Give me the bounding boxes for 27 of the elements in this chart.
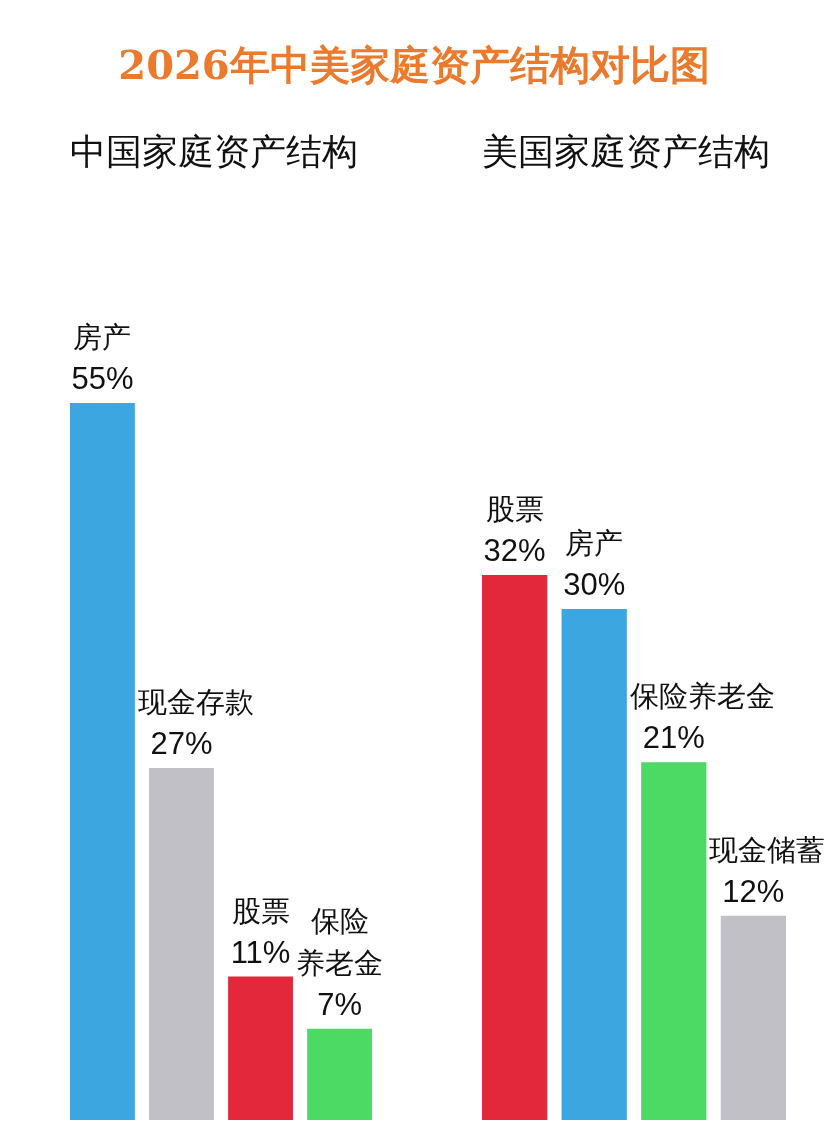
bar	[561, 609, 627, 1120]
chart-title: 中国家庭资产结构	[70, 131, 358, 173]
data-label: 12%	[722, 873, 785, 909]
x-tick-label: 房产	[565, 527, 624, 560]
bar	[228, 976, 293, 1120]
data-label: 27%	[150, 726, 213, 762]
x-tick-label: 房产	[73, 321, 132, 353]
x-tick-label: 股票	[485, 493, 544, 525]
data-label: 30%	[563, 567, 626, 603]
data-label: 21%	[642, 720, 705, 756]
bar	[70, 403, 135, 1120]
bar	[482, 575, 548, 1120]
x-tick-label: 股票	[231, 894, 290, 927]
bar	[641, 762, 707, 1120]
text: 2026年中美家庭资产结构对比图	[118, 41, 710, 88]
x-tick-label: 保险养老金	[629, 680, 775, 713]
bar	[307, 1028, 372, 1120]
bar	[149, 768, 214, 1120]
data-label: 7%	[317, 986, 362, 1022]
x-tick-label: 现金存款	[137, 686, 254, 719]
data-label: 32%	[483, 533, 546, 568]
data-label: 55%	[71, 361, 134, 396]
x-tick-label: 保险养老金	[296, 904, 384, 979]
x-tick-label: 现金储蓄	[709, 833, 826, 866]
bar	[720, 915, 786, 1120]
chart-title: 美国家庭资产结构	[482, 131, 770, 173]
data-label: 11%	[230, 934, 291, 970]
